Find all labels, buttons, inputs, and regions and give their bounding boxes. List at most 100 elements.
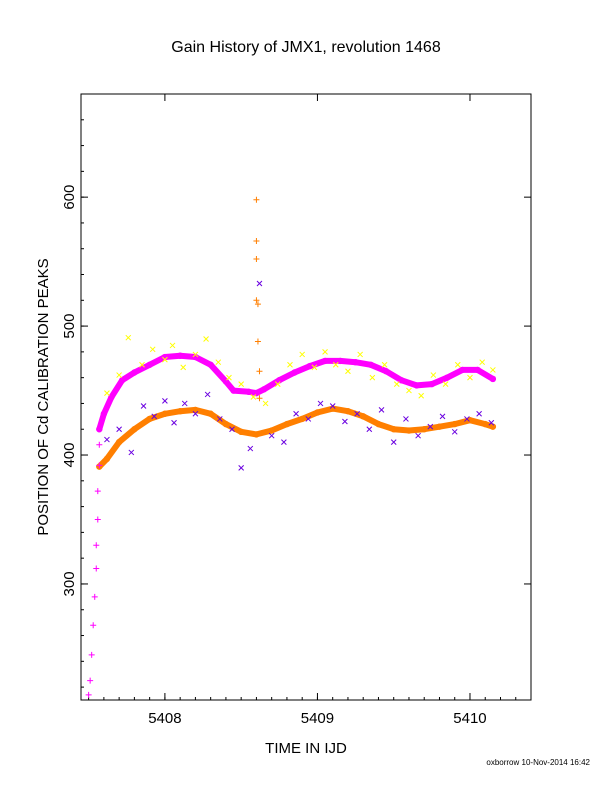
data-point [260, 386, 268, 393]
data-point [253, 297, 260, 304]
data-point [103, 455, 111, 463]
data-point [354, 410, 360, 417]
data-point [415, 432, 421, 439]
data-point [253, 389, 260, 397]
data-point [345, 368, 351, 375]
data-point [118, 377, 126, 384]
data-point [85, 691, 92, 698]
data-point [489, 423, 497, 430]
data-point [116, 372, 122, 378]
data-point [298, 415, 306, 423]
y-tick-300: 300 [61, 571, 531, 596]
y-tick-label: 400 [61, 443, 78, 468]
data-point [229, 426, 235, 433]
data-point [436, 423, 443, 430]
data-point [393, 381, 400, 387]
y-tick-label: 500 [61, 314, 78, 339]
data-point [474, 366, 481, 374]
data-point [442, 381, 449, 387]
data-point [476, 410, 482, 417]
series-4 [253, 196, 263, 402]
data-point [171, 419, 177, 426]
data-point [237, 428, 245, 436]
data-point [192, 351, 199, 358]
data-point [104, 390, 110, 396]
data-point [281, 439, 287, 445]
data-point [87, 677, 94, 684]
data-point [403, 416, 409, 422]
data-point [131, 426, 138, 433]
data-point [459, 366, 466, 374]
data-point [151, 413, 158, 420]
data-point [375, 420, 382, 428]
data-point [381, 361, 388, 368]
data-point [367, 361, 375, 368]
data-point [125, 334, 132, 341]
data-point [91, 593, 98, 600]
data-point [254, 301, 261, 308]
x-tick-label: 5410 [453, 710, 486, 727]
data-point [192, 410, 199, 417]
data-point [305, 416, 312, 422]
data-point [467, 374, 473, 381]
data-point [306, 362, 314, 370]
data-point [169, 342, 176, 349]
data-point [96, 426, 103, 433]
data-point [418, 392, 425, 399]
data-point [482, 420, 489, 428]
data-point [207, 361, 214, 368]
data-point [390, 439, 397, 445]
data-point [131, 369, 138, 376]
data-point [254, 338, 261, 345]
data-point [100, 410, 108, 417]
data-point [490, 367, 496, 373]
data-point [274, 381, 281, 387]
data-point [342, 418, 348, 425]
data-point [253, 237, 260, 244]
data-point [454, 361, 461, 368]
data-point [238, 465, 245, 471]
y-tick-600: 600 [61, 185, 531, 210]
series-0 [96, 352, 497, 433]
data-point [176, 407, 184, 415]
data-point [245, 388, 252, 396]
data-point [203, 336, 209, 342]
data-point [390, 426, 397, 433]
data-point [207, 410, 214, 417]
data-point [451, 428, 458, 435]
data-point [256, 368, 263, 375]
data-point [344, 407, 352, 415]
data-point [96, 462, 103, 469]
data-point [139, 361, 145, 368]
data-point [146, 361, 153, 368]
data-point [108, 393, 115, 401]
data-point [253, 196, 260, 203]
data-point [215, 359, 222, 366]
x-tick-5410: 5410 [453, 94, 487, 727]
data-point [161, 410, 169, 417]
data-point [428, 380, 436, 388]
data-point [256, 280, 263, 287]
data-point [250, 394, 257, 400]
data-point [176, 352, 184, 359]
data-point [488, 419, 495, 426]
axis-ticks: 5408 5409 5410 300 400 500 600 [61, 93, 531, 727]
data-point [204, 391, 211, 398]
data-point [149, 346, 156, 353]
data-point [369, 374, 376, 381]
data-point [230, 387, 237, 394]
data-point [451, 420, 458, 428]
data-point [146, 415, 153, 423]
data-point [479, 359, 486, 366]
data-point [287, 361, 293, 368]
data-point [268, 427, 275, 434]
data-point [115, 438, 123, 446]
data-point [382, 368, 390, 375]
data-point [321, 357, 329, 365]
data-point [181, 400, 188, 407]
y-tick-400: 400 [61, 443, 531, 468]
y-tick-label: 600 [61, 185, 78, 210]
series-layer [85, 196, 497, 698]
data-point [93, 542, 100, 549]
